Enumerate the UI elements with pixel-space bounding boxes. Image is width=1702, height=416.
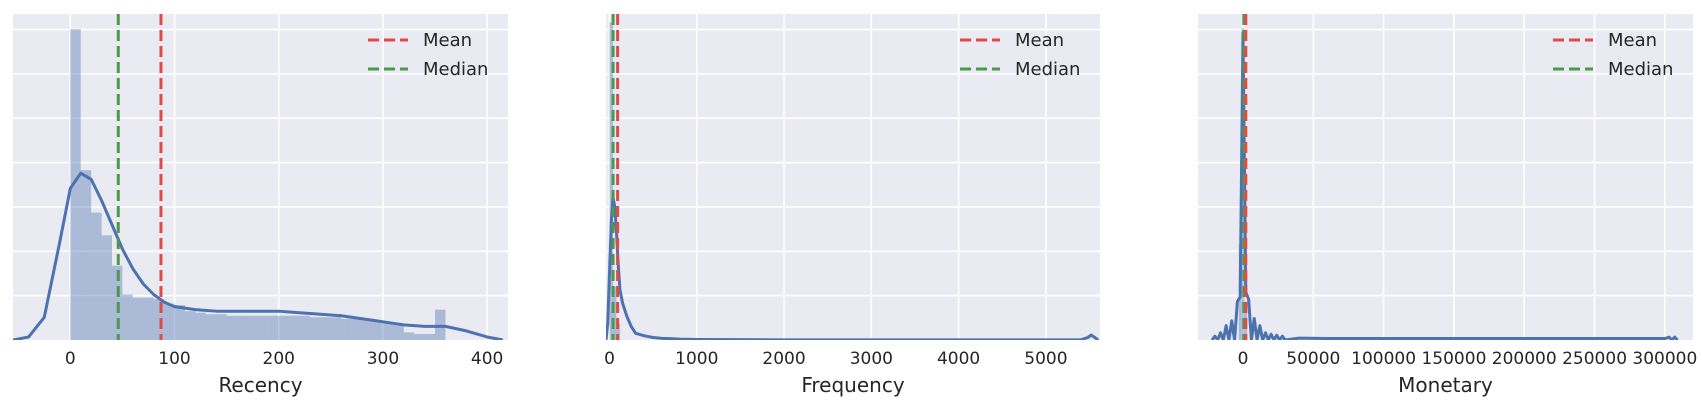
histogram-bar (330, 317, 342, 340)
x-tick-label: 50000 (1286, 349, 1340, 369)
histogram-bar (226, 315, 238, 340)
histogram-bar (91, 212, 102, 340)
plot-area (13, 14, 504, 340)
histogram-bar (289, 315, 300, 340)
x-tick-label: 0 (65, 349, 76, 369)
x-tick-label: 0 (1238, 349, 1249, 369)
x-tick-label: 400 (471, 349, 503, 369)
histogram-bar (414, 333, 425, 340)
histogram-bar (268, 315, 279, 340)
histogram-bar (101, 235, 112, 340)
plot-background (13, 14, 508, 340)
x-tick-label: 3000 (850, 349, 893, 369)
x-tick-label: 1000 (675, 349, 718, 369)
x-tick-label: 250000 (1562, 349, 1627, 369)
histogram-bar (351, 318, 363, 340)
x-tick-label: 150000 (1421, 349, 1486, 369)
x-tick-label: 200000 (1492, 349, 1557, 369)
histogram-bar (310, 317, 321, 340)
histogram-bar (435, 309, 446, 340)
legend-entry: Median (1015, 59, 1080, 80)
x-tick-label: 100000 (1351, 349, 1416, 369)
histogram-bar (403, 332, 415, 340)
histogram-bar (247, 315, 258, 340)
histogram-bar (609, 22, 613, 340)
legend: Mean Median (1553, 30, 1673, 80)
recency-distribution-chart: 0 100 200 300 400 Recency Mean Median (13, 14, 508, 397)
histogram-bar (341, 318, 352, 340)
x-tick-label: 0 (604, 349, 615, 369)
kde-curve (606, 196, 1100, 340)
x-tick-label: 300000 (1632, 349, 1697, 369)
histogram-bar (122, 294, 133, 340)
legend: Mean Median (960, 30, 1080, 80)
histogram-bar (216, 314, 227, 340)
x-axis-label: Frequency (801, 373, 904, 397)
x-tick-label: 300 (367, 349, 399, 369)
plot-background (606, 14, 1100, 340)
x-tick-label: 2000 (762, 349, 805, 369)
histogram-bar (184, 311, 196, 340)
legend-entry: Mean (423, 30, 472, 51)
histogram-bar (393, 324, 404, 340)
x-tick-label: 100 (158, 349, 190, 369)
frequency-distribution-chart: 0 1000 2000 3000 4000 5000 Frequency Mean Median (604, 14, 1100, 397)
histogram-bar (424, 333, 436, 340)
x-axis-label: Recency (218, 373, 302, 397)
kde-curve (1210, 31, 1679, 340)
histogram-bar (320, 317, 331, 340)
histogram-bar (164, 303, 175, 340)
histogram-bar (143, 297, 154, 340)
histogram-bar (70, 29, 81, 340)
monetary-distribution-chart: 0 50000 100000 150000 200000 250000 300000 Mone… (1198, 14, 1697, 397)
x-axis-label: Monetary (1398, 373, 1493, 397)
histogram-bar (372, 321, 383, 340)
plot-area (1210, 14, 1679, 340)
histogram-bar (80, 170, 92, 340)
histogram-bar (153, 299, 165, 340)
histogram-bar (205, 314, 217, 340)
legend-entry: Median (1608, 59, 1673, 80)
histogram-bar (278, 315, 290, 340)
x-tick-label: 4000 (937, 349, 980, 369)
x-tick-label: 5000 (1024, 349, 1067, 369)
histogram-bar (132, 297, 144, 340)
histogram-bar (616, 323, 620, 340)
histogram-bar (195, 312, 206, 340)
legend-entry: Mean (1015, 30, 1064, 51)
plot-background (1198, 14, 1693, 340)
histogram-bar (299, 315, 310, 340)
legend: Mean Median (368, 30, 488, 80)
legend-entry: Mean (1608, 30, 1657, 51)
kde-curve (13, 171, 504, 340)
plot-area (606, 14, 1100, 340)
histogram-bar (382, 323, 394, 340)
histogram-bar (257, 315, 269, 340)
histogram-bar (237, 315, 248, 340)
histogram-bar (612, 286, 617, 340)
x-tick-label: 200 (263, 349, 295, 369)
histogram-bar (362, 320, 373, 340)
legend-entry: Median (423, 59, 488, 80)
histogram-bar (174, 305, 185, 340)
